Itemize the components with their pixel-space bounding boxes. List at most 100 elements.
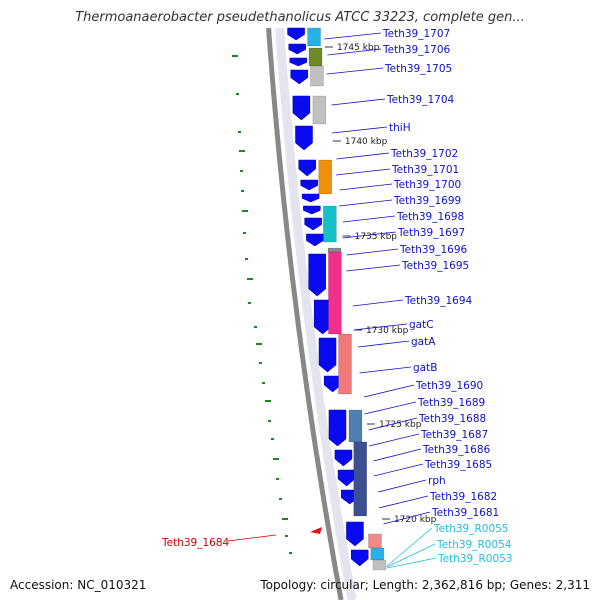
gene-arrow[interactable] xyxy=(301,193,320,203)
gene-label[interactable]: Teth39_1707 xyxy=(382,28,450,40)
gene-label[interactable]: Teth39_1688 xyxy=(418,413,486,425)
gene-label[interactable]: Teth39_1697 xyxy=(397,227,465,239)
gene-arrow[interactable] xyxy=(292,95,311,121)
gene-arrow[interactable] xyxy=(334,449,353,467)
gc-tick xyxy=(245,258,248,260)
gene-cog-block[interactable] xyxy=(323,205,337,243)
gene-arrow[interactable] xyxy=(328,409,347,447)
trna-label[interactable]: Teth39_R0055 xyxy=(433,523,509,535)
gene-cog-block[interactable] xyxy=(338,333,352,395)
gc-tick xyxy=(279,498,282,500)
gene-cog-block[interactable] xyxy=(370,547,385,561)
gene-label[interactable]: Teth39_1699 xyxy=(393,195,461,207)
gene-label[interactable]: Teth39_1681 xyxy=(431,507,499,519)
gene-arrow[interactable] xyxy=(313,299,332,335)
gene-arrow[interactable] xyxy=(300,179,318,191)
gene-cog-block[interactable] xyxy=(327,247,342,253)
gene-arrow[interactable] xyxy=(308,253,326,297)
gene-cog-block[interactable] xyxy=(318,159,332,195)
gene-label[interactable]: thiH xyxy=(389,122,411,134)
gene-arrow[interactable] xyxy=(304,217,322,231)
gene-arrow[interactable] xyxy=(350,549,369,567)
reverse-gene-marker[interactable] xyxy=(310,527,322,534)
gene-label[interactable]: Teth39_1695 xyxy=(401,260,469,272)
gene-leader-line xyxy=(327,48,382,56)
gene-cog-block[interactable] xyxy=(372,559,387,571)
gene-cog-block[interactable] xyxy=(308,47,323,67)
highlight-gene-label[interactable]: Teth39_1684 xyxy=(161,537,230,549)
gene-arrow[interactable] xyxy=(306,233,324,247)
gene-label[interactable]: gatA xyxy=(411,336,436,348)
trna-label[interactable]: Teth39_R0054 xyxy=(436,539,512,551)
backbone-shadow xyxy=(275,27,357,600)
gene-label[interactable]: Teth39_1694 xyxy=(404,295,473,307)
gc-tick xyxy=(285,535,288,537)
gc-tick xyxy=(232,55,238,57)
gc-tick xyxy=(238,131,241,133)
gene-arrow[interactable] xyxy=(337,469,356,487)
gene-label[interactable]: Teth39_1700 xyxy=(393,179,461,191)
gene-leader-line xyxy=(357,340,410,348)
gene-leader-line xyxy=(324,32,382,40)
gene-label[interactable]: Teth39_1685 xyxy=(424,459,492,471)
gene-leader-line xyxy=(368,417,418,431)
gene-label[interactable]: Teth39_1689 xyxy=(417,397,485,409)
accession-text: Accession: NC_010321 xyxy=(10,578,147,592)
gene-leader-line xyxy=(346,248,399,256)
gene-arrow[interactable] xyxy=(287,27,305,41)
gene-label[interactable]: gatB xyxy=(413,362,437,374)
trna-leader-line xyxy=(386,527,433,567)
gc-tick xyxy=(256,343,262,345)
gene-cog-block[interactable] xyxy=(310,65,324,87)
gc-tick xyxy=(241,190,244,192)
gene-cog-block[interactable] xyxy=(328,251,342,335)
gene-leader-line xyxy=(369,433,420,447)
gene-arrow[interactable] xyxy=(290,69,308,85)
gene-arrow[interactable] xyxy=(318,337,337,373)
trna-label[interactable]: Teth39_R0053 xyxy=(437,553,513,565)
gc-tick xyxy=(259,362,262,364)
gene-leader-line xyxy=(336,152,390,160)
gene-arrow[interactable] xyxy=(303,205,321,215)
gene-leader-line xyxy=(339,183,393,191)
gene-cog-block[interactable] xyxy=(348,409,363,443)
gene-cog-block[interactable] xyxy=(353,441,367,517)
gene-cog-block[interactable] xyxy=(307,27,321,47)
gene-arrow[interactable] xyxy=(289,57,308,67)
highlight-leader-line xyxy=(227,534,277,542)
gene-label[interactable]: Teth39_1701 xyxy=(391,164,459,176)
gene-leader-line xyxy=(373,463,424,477)
gc-tick xyxy=(254,326,257,328)
gene-label[interactable]: Teth39_1687 xyxy=(420,429,488,441)
gene-leader-line xyxy=(378,479,427,493)
gene-leader-line xyxy=(364,401,417,415)
gene-arrow[interactable] xyxy=(346,521,364,547)
gene-label[interactable]: Teth39_1696 xyxy=(399,244,468,256)
gene-label[interactable]: gatC xyxy=(409,319,434,331)
gene-leader-line xyxy=(353,323,408,331)
gene-label[interactable]: Teth39_1698 xyxy=(396,211,464,223)
gene-label[interactable]: Teth39_1705 xyxy=(384,63,452,75)
gene-label[interactable]: Teth39_1690 xyxy=(415,380,483,392)
gene-arrow[interactable] xyxy=(288,43,306,55)
gene-arrow[interactable] xyxy=(323,375,342,393)
gc-tick xyxy=(265,400,271,402)
gc-tick xyxy=(248,302,251,304)
gene-label[interactable]: Teth39_1686 xyxy=(422,444,491,456)
gc-tick xyxy=(273,458,279,460)
gene-arrow[interactable] xyxy=(298,159,316,177)
gene-arrow[interactable] xyxy=(295,125,313,151)
gc-tick xyxy=(271,438,274,440)
gene-cog-block[interactable] xyxy=(368,533,382,549)
gene-label[interactable]: Teth39_1704 xyxy=(386,94,455,106)
gc-tick xyxy=(242,210,248,212)
gene-label[interactable]: rph xyxy=(428,475,446,487)
gene-label[interactable]: Teth39_1682 xyxy=(429,491,497,503)
gene-cog-block[interactable] xyxy=(312,95,327,125)
gc-tick xyxy=(289,552,292,554)
gene-leader-line xyxy=(346,264,401,272)
gc-tick xyxy=(262,382,265,384)
gene-label[interactable]: Teth39_1706 xyxy=(382,44,451,56)
gene-label[interactable]: Teth39_1702 xyxy=(390,148,458,160)
